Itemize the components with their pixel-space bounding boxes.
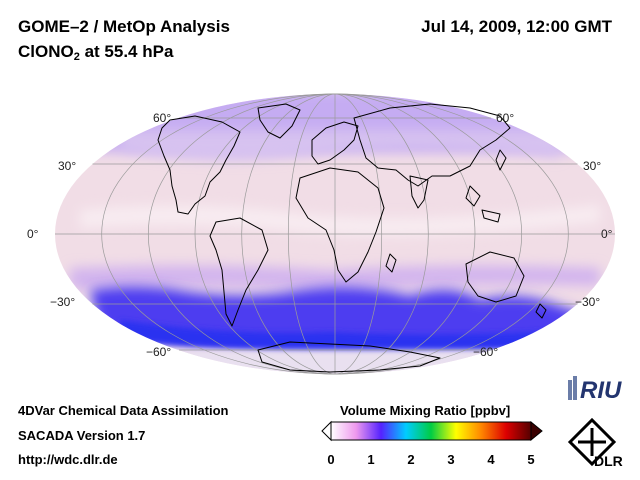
colorbar <box>321 420 543 442</box>
title-species: ClONO2 at 55.4 hPa <box>18 42 173 63</box>
coastlines <box>157 103 547 373</box>
colorbar-max-arrow <box>530 420 543 442</box>
footer-url[interactable]: http://wdc.dlr.de <box>18 452 118 467</box>
footer-version: SACADA Version 1.7 <box>18 428 146 443</box>
species-name: ClONO <box>18 42 74 61</box>
lat-label-n30-right: 30° <box>583 159 602 173</box>
species-subscript: 2 <box>73 51 80 63</box>
lat-label-s60-left: −60° <box>146 345 172 359</box>
colorbar-tick-label: 4 <box>487 452 495 467</box>
footer-method: 4DVar Chemical Data Assimilation <box>18 403 229 418</box>
lat-label-s60-right: −60° <box>473 345 499 359</box>
colorbar-tick-label: 3 <box>447 452 455 467</box>
colorbar-tick-label: 0 <box>327 452 335 467</box>
lat-label-n30-left: 30° <box>58 159 77 173</box>
riu-logo-text: RIU <box>580 377 622 404</box>
title-instrument: GOME–2 / MetOp Analysis <box>18 17 230 36</box>
lat-label-n60-right: 60° <box>496 111 515 125</box>
colorbar-tick-label: 2 <box>407 452 415 467</box>
colorbar-title: Volume Mixing Ratio [ppbv] <box>340 403 511 418</box>
colorbar-tick-label: 5 <box>527 452 535 467</box>
lat-label-n60-left: 60° <box>153 111 172 125</box>
riu-logo: RIU <box>568 376 622 404</box>
colorbar-tick-label: 1 <box>367 452 375 467</box>
graticule <box>55 93 615 375</box>
lat-label-eq-right: 0° <box>601 227 613 241</box>
colorbar-min-arrow <box>321 420 332 442</box>
pressure-level: at 55.4 hPa <box>79 42 174 61</box>
lat-label-s30-right: −30° <box>575 295 601 309</box>
lat-label-s30-left: −30° <box>50 295 76 309</box>
dlr-logo: DLR <box>567 417 623 468</box>
analysis-datetime: Jul 14, 2009, 12:00 GMT <box>421 17 612 36</box>
lat-label-eq-left: 0° <box>27 227 39 241</box>
dlr-logo-text: DLR <box>594 453 623 468</box>
colorbar-gradient <box>330 421 532 441</box>
